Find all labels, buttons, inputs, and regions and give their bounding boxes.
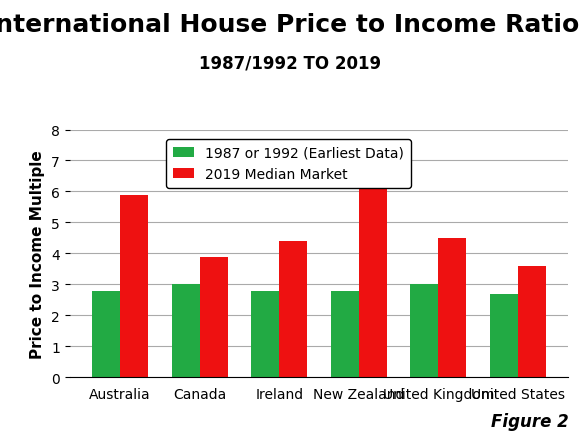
- Bar: [359, 161, 387, 378]
- Bar: [331, 291, 359, 378]
- Bar: [251, 291, 279, 378]
- Bar: [490, 294, 518, 378]
- Bar: [438, 238, 466, 378]
- Text: Figure 2: Figure 2: [491, 412, 568, 430]
- Bar: [92, 291, 120, 378]
- Bar: [411, 285, 438, 378]
- Bar: [200, 257, 227, 378]
- Text: International House Price to Income Ratios: International House Price to Income Rati…: [0, 13, 580, 37]
- Y-axis label: Price to Income Multiple: Price to Income Multiple: [30, 150, 45, 358]
- Legend: 1987 or 1992 (Earliest Data), 2019 Median Market: 1987 or 1992 (Earliest Data), 2019 Media…: [166, 140, 411, 188]
- Text: 1987/1992 TO 2019: 1987/1992 TO 2019: [199, 54, 381, 72]
- Bar: [518, 266, 546, 378]
- Bar: [120, 195, 148, 378]
- Bar: [279, 241, 307, 378]
- Bar: [172, 285, 200, 378]
